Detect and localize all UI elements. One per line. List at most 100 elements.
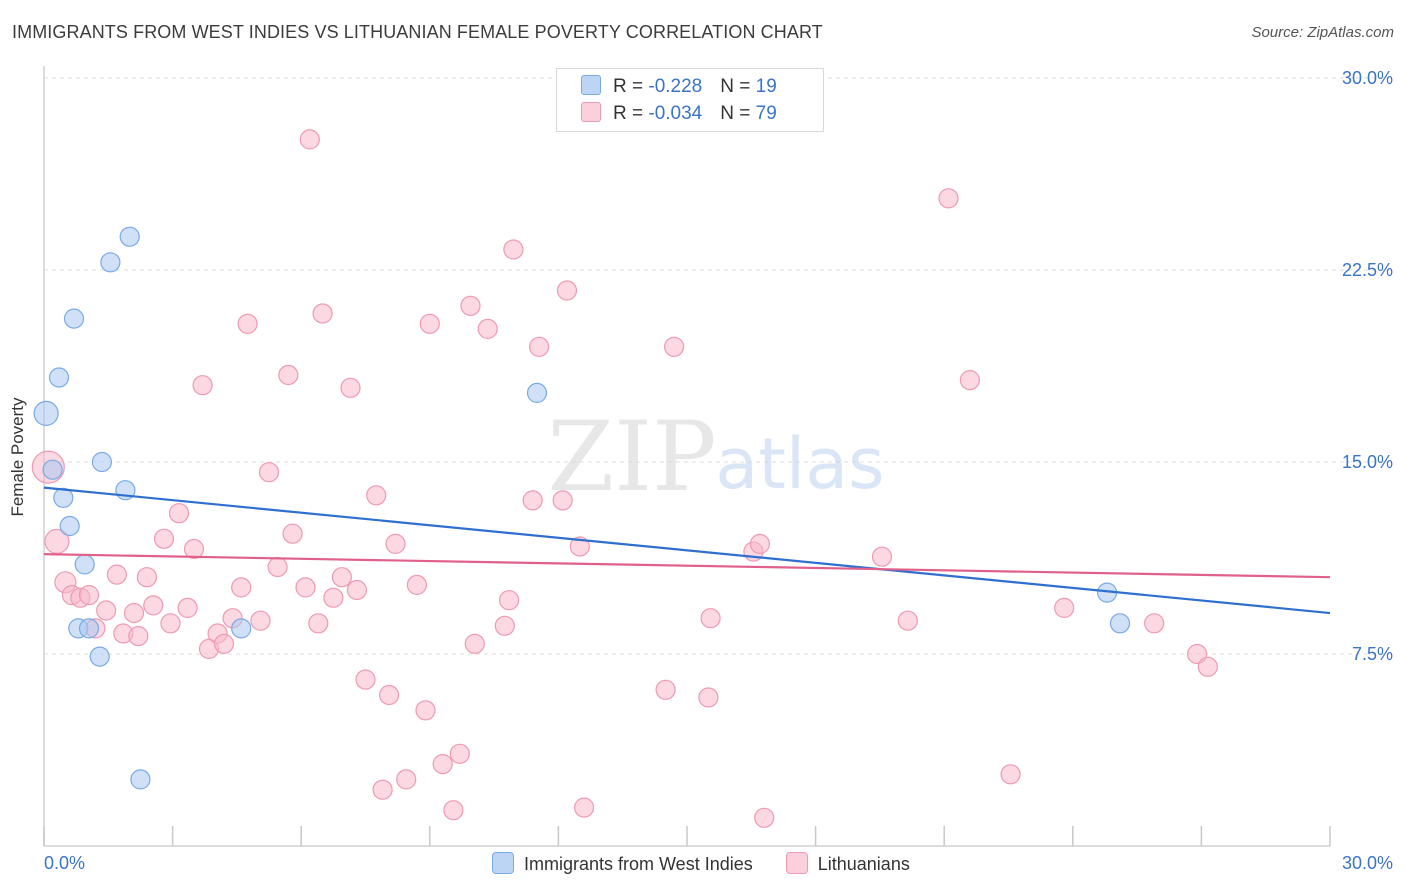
watermark-atlas: atlas	[715, 423, 884, 505]
series-legend: Immigrants from West Indies Lithuanians	[492, 852, 938, 878]
point-west-indies	[89, 646, 110, 667]
point-west-indies	[63, 308, 85, 329]
point-lithuanians	[295, 577, 316, 598]
r-value: -0.228	[648, 76, 703, 97]
chart-source: Source: ZipAtlas.com	[1251, 24, 1394, 41]
point-lithuanians	[871, 546, 893, 567]
point-lithuanians	[379, 684, 400, 706]
point-lithuanians	[897, 610, 918, 631]
point-lithuanians	[128, 625, 149, 647]
point-lithuanians	[308, 613, 329, 634]
point-lithuanians	[528, 336, 550, 357]
point-lithuanians	[655, 679, 676, 700]
point-lithuanians	[123, 602, 145, 624]
point-lithuanians	[573, 797, 595, 818]
point-west-indies	[53, 487, 74, 508]
point-lithuanians	[419, 313, 440, 334]
trend-line-west-indies	[43, 486, 1331, 615]
legend-swatch-lithuanians	[785, 852, 808, 874]
point-lithuanians	[959, 370, 981, 391]
r-value: -0.034	[648, 103, 703, 124]
point-lithuanians	[355, 669, 376, 690]
legend-label: Immigrants from West Indies	[524, 854, 753, 874]
legend-swatch-west-indies	[492, 852, 514, 874]
point-lithuanians	[494, 615, 515, 636]
point-lithuanians	[749, 533, 771, 555]
point-west-indies	[1109, 613, 1131, 634]
y-tick-label: 30.0%	[1342, 68, 1393, 88]
point-lithuanians	[231, 577, 252, 598]
point-lithuanians	[477, 318, 498, 339]
point-west-indies	[59, 515, 80, 537]
point-lithuanians	[323, 587, 344, 608]
n-label: N =	[720, 76, 756, 97]
n-value: 19	[755, 76, 777, 97]
point-lithuanians	[267, 556, 288, 578]
point-west-indies	[130, 769, 151, 790]
point-lithuanians	[522, 490, 543, 511]
stats-swatch-west-indies	[581, 75, 601, 95]
point-lithuanians	[698, 687, 719, 708]
point-lithuanians	[552, 490, 573, 511]
legend-item-lithuanians[interactable]: Lithuanians	[785, 852, 910, 875]
trend-lines	[43, 486, 1331, 615]
point-lithuanians	[168, 503, 190, 524]
point-lithuanians	[1000, 764, 1021, 785]
point-lithuanians	[396, 769, 417, 790]
point-lithuanians	[938, 188, 959, 209]
point-lithuanians	[160, 613, 181, 634]
point-lithuanians	[460, 295, 481, 316]
point-lithuanians	[556, 280, 578, 301]
point-west-indies	[91, 451, 113, 473]
point-lithuanians	[106, 564, 128, 585]
point-lithuanians	[449, 743, 470, 764]
y-axis-label: Female Poverty	[8, 397, 27, 517]
r-label: R =	[613, 76, 649, 97]
point-lithuanians	[1144, 613, 1165, 634]
point-lithuanians	[754, 807, 775, 828]
point-west-indies	[48, 367, 70, 388]
stats-legend: R = -0.228 N = 19 R = -0.034 N = 79	[556, 68, 824, 132]
point-west-indies	[100, 252, 121, 273]
point-lithuanians	[78, 584, 100, 606]
point-lithuanians	[136, 567, 157, 588]
point-lithuanians	[1054, 597, 1075, 619]
point-lithuanians	[700, 608, 721, 629]
point-lithuanians	[432, 753, 453, 775]
point-lithuanians	[278, 364, 299, 386]
stats-row-lithuanians: R = -0.034 N = 79	[581, 102, 777, 126]
point-lithuanians	[177, 597, 198, 619]
point-lithuanians	[569, 536, 590, 557]
point-lithuanians	[312, 303, 333, 324]
point-lithuanians	[331, 567, 352, 588]
point-lithuanians	[153, 528, 175, 549]
trend-line-lithuanians	[43, 553, 1331, 579]
point-lithuanians	[237, 313, 258, 334]
grid-lines	[44, 77, 1392, 655]
legend-item-west-indies[interactable]: Immigrants from West Indies	[492, 852, 753, 875]
point-lithuanians	[443, 800, 464, 821]
point-lithuanians	[340, 377, 361, 398]
point-west-indies	[231, 618, 252, 639]
stats-swatch-lithuanians	[581, 102, 601, 122]
point-west-indies	[78, 618, 100, 639]
x-tick-label: 0.0%	[44, 853, 85, 873]
point-lithuanians	[346, 579, 367, 601]
point-lithuanians	[213, 633, 235, 654]
y-tick-label: 7.5%	[1352, 644, 1393, 664]
point-lithuanians	[192, 375, 213, 396]
chart-title: IMMIGRANTS FROM WEST INDIES VS LITHUANIA…	[12, 22, 823, 42]
tick-labels: 7.5% 15.0% 22.5% 30.0% 0.0% 30.0%	[44, 68, 1393, 873]
point-lithuanians	[282, 523, 303, 544]
point-lithuanians	[183, 538, 205, 560]
point-west-indies	[33, 400, 59, 426]
n-label: N =	[720, 103, 756, 124]
point-west-indies	[74, 554, 95, 575]
point-lithuanians	[366, 485, 387, 506]
point-lithuanians	[663, 336, 685, 357]
point-lithuanians	[258, 462, 280, 483]
y-tick-label: 22.5%	[1342, 260, 1393, 280]
point-west-indies	[526, 382, 548, 403]
point-west-indies	[42, 459, 63, 480]
